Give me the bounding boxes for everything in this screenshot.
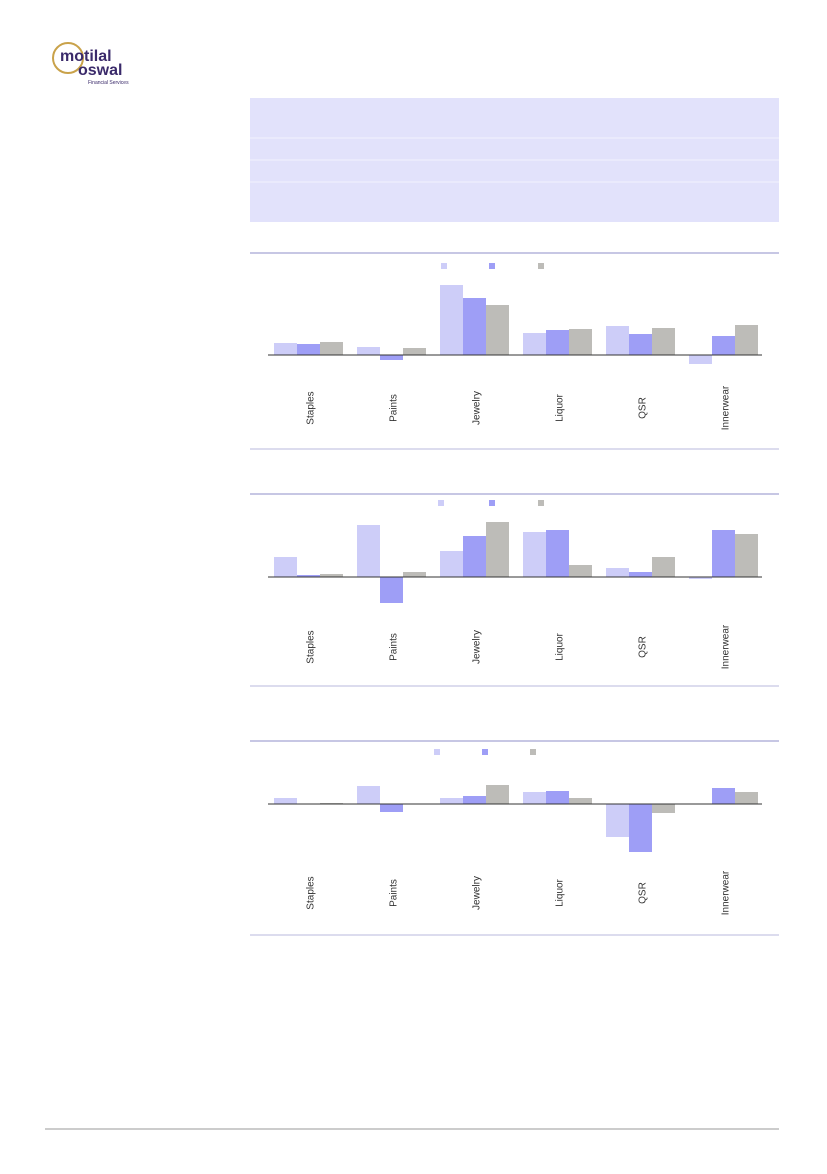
bar (357, 347, 380, 355)
bar (463, 796, 486, 804)
category-label: Jewelry (472, 391, 483, 425)
bar (440, 551, 463, 577)
summary-table (250, 98, 779, 222)
category-label: Staples (306, 876, 317, 909)
bar (735, 534, 758, 577)
bar (523, 792, 546, 804)
logo-ring (52, 42, 84, 74)
bar (274, 557, 297, 577)
bar (689, 577, 712, 579)
bar (440, 285, 463, 355)
bar (274, 798, 297, 804)
category-label: Innerwear (721, 385, 732, 430)
bar (606, 326, 629, 355)
bar (403, 572, 426, 577)
bar (546, 791, 569, 804)
category-label: QSR (638, 397, 649, 419)
logo: motilal oswal Financial Services (52, 42, 129, 86)
legend-swatch (538, 500, 544, 506)
category-label: Innerwear (721, 870, 732, 915)
legend-swatch (434, 749, 440, 755)
chart: Staples Paints Jewelry Liquor QSR Innerwear (250, 740, 779, 936)
chart: Staples Paints Jewelry Liquor QSR Innerwear (250, 493, 779, 687)
category-label: Paints (389, 633, 400, 661)
bar (629, 334, 652, 355)
bar (274, 343, 297, 355)
bar (357, 525, 380, 577)
bar (735, 325, 758, 355)
bar (297, 344, 320, 355)
category-label: Paints (389, 394, 400, 422)
bar (606, 804, 629, 837)
category-label: Paints (389, 879, 400, 907)
bar (486, 522, 509, 577)
bar (523, 532, 546, 577)
bar (652, 557, 675, 577)
bar (380, 577, 403, 603)
bar (486, 305, 509, 355)
bar (546, 330, 569, 355)
bar (569, 329, 592, 355)
logo-text: motilal (60, 48, 112, 65)
bar (689, 355, 712, 364)
bar (546, 530, 569, 577)
bar (735, 792, 758, 804)
legend-swatch (538, 263, 544, 269)
category-label: Staples (306, 630, 317, 663)
category-label: Staples (306, 391, 317, 424)
bar (569, 798, 592, 804)
legend-swatch (489, 500, 495, 506)
bar (712, 788, 735, 804)
bar (380, 355, 403, 360)
legend-swatch (489, 263, 495, 269)
category-label: QSR (638, 636, 649, 658)
bar (380, 804, 403, 812)
legend-swatch (438, 500, 444, 506)
bar (357, 786, 380, 804)
bar (652, 804, 675, 813)
bar (629, 804, 652, 852)
bar (463, 536, 486, 577)
bar (523, 333, 546, 355)
bar (606, 568, 629, 577)
bar (652, 328, 675, 355)
bar (297, 575, 320, 577)
legend-swatch (441, 263, 447, 269)
chart: Staples Paints Jewelry Liquor QSR Innerwear (250, 252, 779, 450)
bar (320, 574, 343, 577)
bar (320, 342, 343, 355)
category-label: QSR (638, 882, 649, 904)
logo-subtitle: Financial Services (88, 80, 129, 86)
category-label: Jewelry (472, 876, 483, 910)
legend-swatch (530, 749, 536, 755)
category-label: Liquor (555, 878, 566, 906)
legend-swatch (482, 749, 488, 755)
bar (712, 530, 735, 577)
category-label: Liquor (555, 393, 566, 421)
bar (440, 798, 463, 804)
bar (463, 298, 486, 355)
bar (403, 348, 426, 355)
bar (569, 565, 592, 577)
logo-text: oswal (78, 62, 122, 79)
bar (486, 785, 509, 804)
bar (629, 572, 652, 577)
bar (712, 336, 735, 355)
category-label: Jewelry (472, 630, 483, 664)
category-label: Liquor (555, 632, 566, 660)
category-label: Innerwear (721, 624, 732, 669)
